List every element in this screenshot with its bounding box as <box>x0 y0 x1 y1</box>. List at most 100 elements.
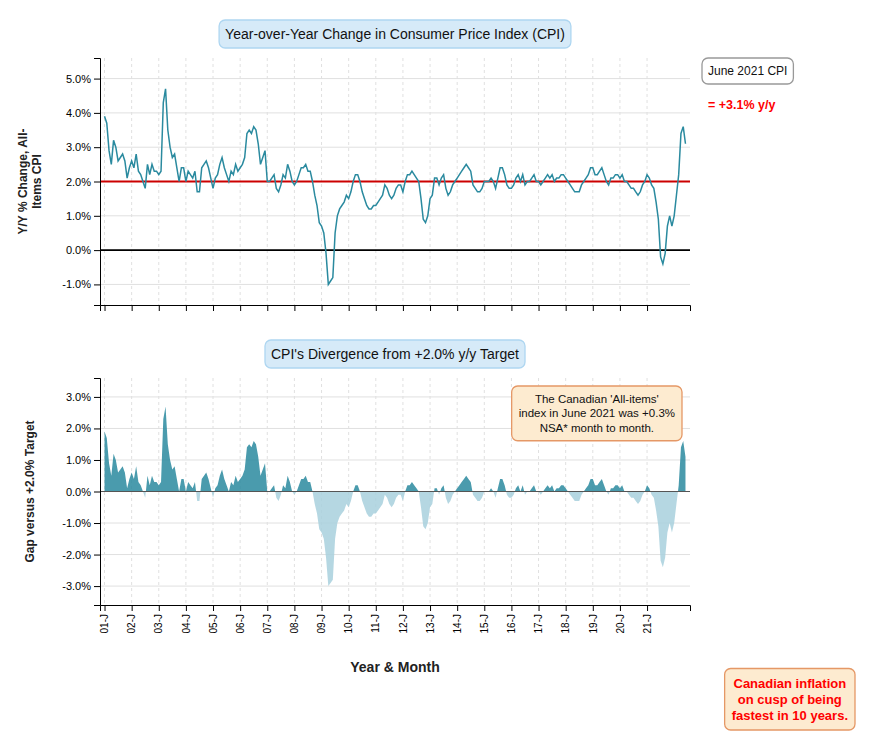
y-tick-label: 4.0% <box>66 107 91 119</box>
x-tick-mark <box>213 305 214 311</box>
x-tick: 09-J <box>316 605 327 633</box>
marks <box>100 89 690 285</box>
y-tick: 2.0% <box>66 176 100 188</box>
x-tick-mark <box>457 305 458 311</box>
y-tick-label: 0.0% <box>66 244 91 256</box>
annotation: June 2021 CPI <box>708 64 787 78</box>
x-tick-mark <box>593 605 594 611</box>
y-axis-line <box>94 379 101 606</box>
text-line: Y/Y % Change, All- <box>16 128 30 234</box>
cpi-line <box>105 89 686 285</box>
footer-annotation-group: Canadian inflationon cusp of beingfastes… <box>725 669 855 731</box>
grid-line-y <box>100 459 690 460</box>
x-axis <box>101 305 691 311</box>
x-tick-mark <box>484 305 485 311</box>
y-tick: -1.0% <box>62 278 100 290</box>
reference-line <box>100 249 690 251</box>
x-tick-label: 08-J <box>289 614 300 633</box>
y-tick-label: -1.0% <box>62 278 91 290</box>
x-tick: 20-J <box>615 605 626 633</box>
y-tick: 1.0% <box>66 454 100 466</box>
y-tick-mark <box>94 79 100 80</box>
grid-line-y <box>100 181 690 182</box>
y-tick-mark <box>94 182 100 183</box>
x-tick <box>349 305 350 311</box>
x-tick-mark <box>539 305 540 311</box>
x-tick-mark <box>403 605 404 611</box>
x-tick-mark <box>349 605 350 611</box>
y-tick: -3.0% <box>62 580 100 592</box>
x-tick <box>294 305 295 311</box>
x-tick-mark <box>240 605 241 611</box>
x-tick-label: 07-J <box>262 614 273 633</box>
x-tick <box>186 305 187 311</box>
x-tick <box>267 305 268 311</box>
y-tick-mark <box>94 397 100 398</box>
area-below <box>105 492 686 587</box>
y-tick: 4.0% <box>66 107 100 119</box>
grid-line-y <box>100 112 690 113</box>
grid-line-y <box>100 215 690 216</box>
grid <box>100 378 690 605</box>
x-tick-mark <box>647 305 648 311</box>
x-tick-mark <box>267 305 268 311</box>
x-tick-mark <box>647 605 648 611</box>
grid-line-y <box>100 523 690 524</box>
annotation: = +3.1% y/y <box>708 98 775 112</box>
annotation: The Canadian 'All-items'index in June 20… <box>519 393 675 434</box>
y-tick: 3.0% <box>66 141 100 153</box>
grid <box>100 58 690 305</box>
y-tick-label: -1.0% <box>62 517 91 529</box>
text-line: Gap versus +2.0% Target <box>23 420 37 562</box>
x-tick-label: 13-J <box>425 614 436 633</box>
grid-line-y <box>100 78 690 79</box>
x-tick <box>457 305 458 311</box>
text-line: Items CPI <box>30 154 44 209</box>
y-label: Gap versus +2.0% Target <box>23 420 37 562</box>
text-line: CPI's Divergence from +2.0% y/y Target <box>271 346 519 362</box>
x-tick-mark <box>267 605 268 611</box>
x-tick: 04-J <box>181 605 192 633</box>
x-tick <box>511 305 512 311</box>
area-above-group <box>105 406 686 491</box>
y-tick-label: 1.0% <box>66 210 91 222</box>
x-tick-mark <box>132 305 133 311</box>
grid-line-y <box>100 586 690 587</box>
x-tick <box>132 305 133 311</box>
x-tick-label: 14-J <box>452 614 463 633</box>
text-line: NSA* month to month. <box>540 422 654 434</box>
x-tick-mark <box>539 605 540 611</box>
x-tick <box>376 305 377 311</box>
x-tick-label: 09-J <box>316 614 327 633</box>
x-tick-mark <box>620 605 621 611</box>
x-tick-label: 11-J <box>370 614 381 633</box>
panel-0: -1.0%0.0%1.0%2.0%3.0%4.0%5.0%Year-over-Y… <box>16 20 793 311</box>
x-tick-label: 15-J <box>479 614 490 633</box>
x-tick-label: 12-J <box>398 614 409 633</box>
x-tick-label: 01-J <box>99 614 110 633</box>
grid-line-y <box>100 147 690 148</box>
y-tick-mark <box>94 460 100 461</box>
x-tick-mark <box>213 605 214 611</box>
x-tick: 13-J <box>425 605 436 633</box>
zero-line <box>100 491 690 492</box>
x-tick-label: 19-J <box>587 614 598 633</box>
x-tick <box>593 305 594 311</box>
y-tick-label: 2.0% <box>66 422 91 434</box>
x-tick-label: 05-J <box>208 614 219 633</box>
y-tick-mark <box>94 284 100 285</box>
x-tick-mark <box>240 305 241 311</box>
y-tick-label: 1.0% <box>66 454 91 466</box>
grid-line-y <box>100 250 690 251</box>
x-tick-label: 16-J <box>506 614 517 633</box>
x-tick-mark <box>566 305 567 311</box>
y-tick-label: 3.0% <box>66 141 91 153</box>
text-line: June 2021 CPI <box>708 64 787 78</box>
y-label-group: Y/Y % Change, All-Items CPI <box>16 128 44 234</box>
text-line: on cusp of being <box>738 692 842 707</box>
text-line: The Canadian 'All-items' <box>535 393 659 405</box>
x-tick: 12-J <box>398 605 409 633</box>
y-tick-label: 5.0% <box>66 73 91 85</box>
x-tick <box>322 305 323 311</box>
x-tick-mark <box>105 305 106 311</box>
